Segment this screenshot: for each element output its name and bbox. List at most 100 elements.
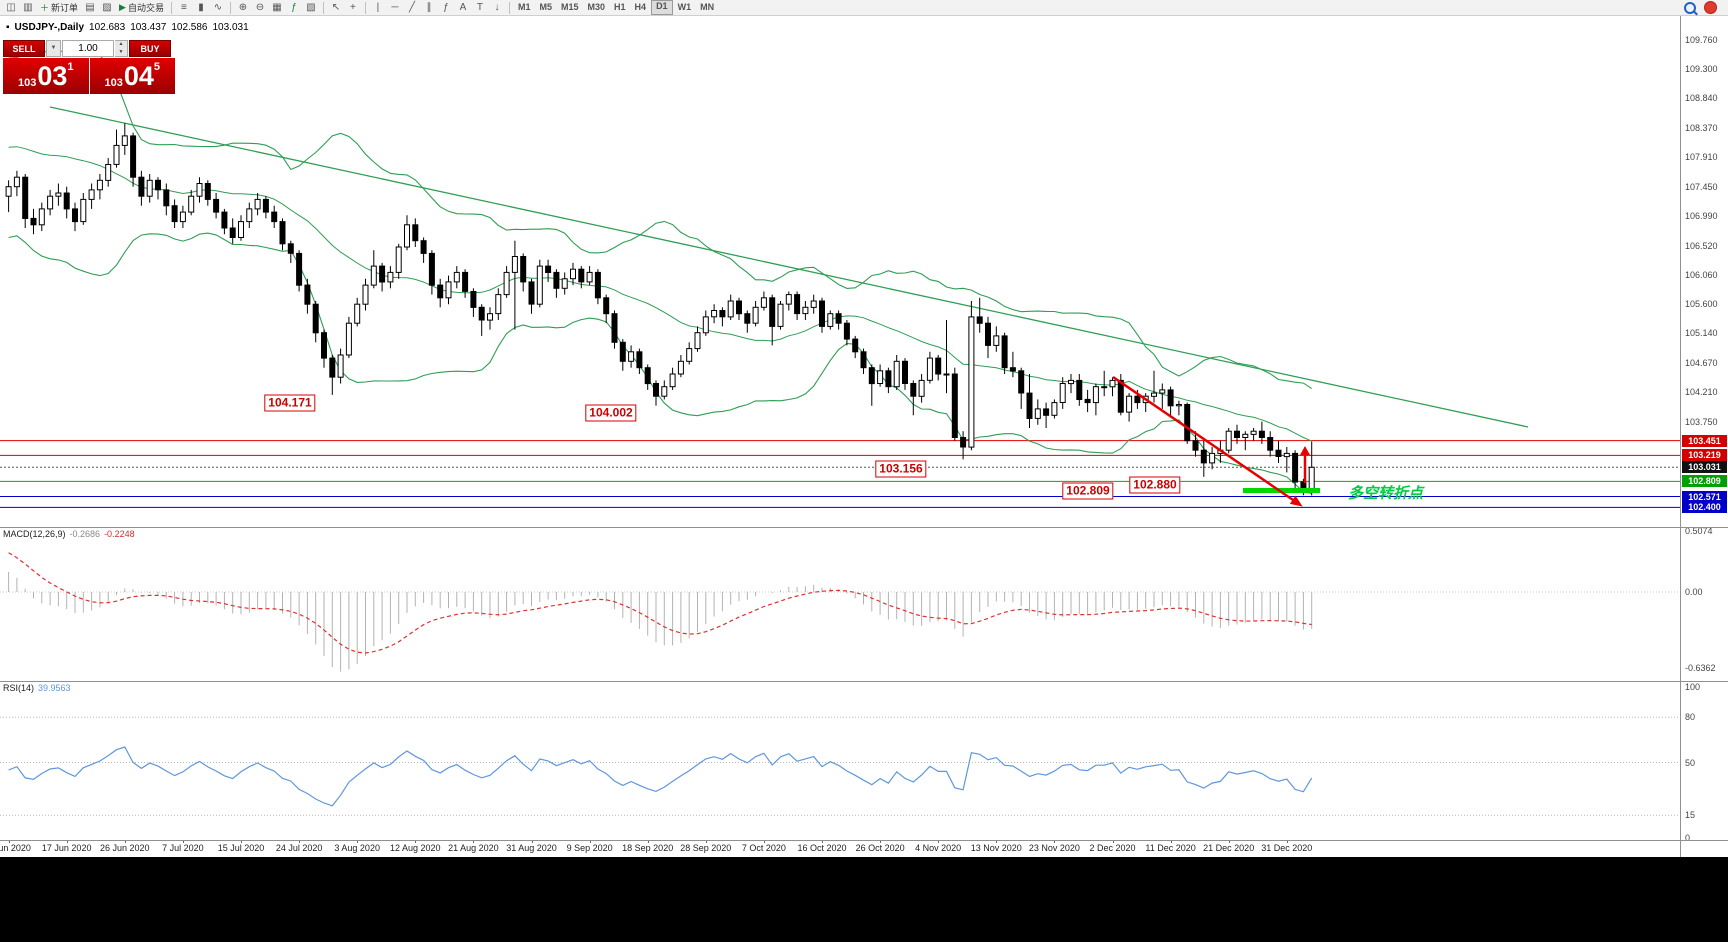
time-tick-mark [415, 840, 417, 843]
fibonacci-icon[interactable]: ƒ [443, 1, 449, 13]
volume-up-icon[interactable]: ▲ [118, 41, 124, 47]
toolbar-right-group [1684, 1, 1717, 14]
buy-button[interactable]: BUY [129, 40, 171, 57]
volume-down-icon[interactable]: ▼ [118, 48, 124, 55]
line-chart-icon[interactable]: ∿ [213, 1, 223, 13]
macd-panel[interactable]: MACD(12,26,9) -0.2686 -0.2248 [0, 527, 1680, 681]
time-tick-label: 15 Jul 2020 [217, 843, 265, 853]
time-tick-mark [1054, 840, 1056, 843]
time-tick-label: 26 Oct 2020 [855, 843, 905, 853]
rsi-value: 39.9563 [38, 683, 71, 693]
toolbar: ◫ ▥ ＋新订单 ▤ ▨ ▶ 自动交易 ≡ ▮ ∿ ⊕ ⊖ ▦ ƒ ▧ ↖ + | ─ ╱ ∥ ƒ A T ↓ M1 M5 M15 M3… [0, 0, 1728, 16]
new-chart-icon[interactable]: ◫ [6, 1, 16, 13]
main-price-chart[interactable]: ▪ USDJPY-,Daily 102.683 103.437 102.586 103.0… [0, 16, 1680, 527]
rsi-axis-label: 0 [1685, 833, 1691, 843]
time-tick-label: 12 Aug 2020 [390, 843, 441, 853]
timeframe-m30[interactable]: M30 [587, 2, 606, 12]
time-tick-mark [763, 840, 765, 843]
main-chart-svg[interactable] [0, 16, 1680, 527]
timeframe-h1[interactable]: H1 [614, 2, 626, 12]
price-badge: 102.809 [1682, 475, 1727, 488]
time-tick-label: 7 Oct 2020 [741, 843, 786, 853]
time-tick-mark [880, 840, 882, 843]
price-callout[interactable]: 104.002 [585, 404, 637, 422]
panel-divider[interactable] [0, 681, 1728, 682]
timeframe-m5[interactable]: M5 [539, 2, 552, 12]
price-callout[interactable]: 102.809 [1062, 482, 1114, 500]
macd-signal-line [8, 552, 1312, 654]
timeframe-m1[interactable]: M1 [517, 2, 531, 12]
cursor-icon[interactable]: ↖ [331, 1, 341, 13]
macd-main-value: -0.2686 [69, 529, 101, 539]
timeframe-mn[interactable]: MN [700, 2, 715, 12]
time-tick-mark [1228, 840, 1230, 843]
volume-dropdown[interactable]: ▼ [46, 40, 61, 57]
price-callout[interactable]: 102.880 [1129, 476, 1181, 494]
vertical-line-icon[interactable]: | [376, 1, 380, 13]
price-callout[interactable]: 104.171 [264, 394, 316, 412]
red-downtrend-line[interactable] [1112, 375, 1297, 504]
rsi-line [8, 746, 1313, 807]
rsi-axis-label: 100 [1685, 682, 1701, 692]
macd-axis-label: -0.6362 [1685, 663, 1716, 674]
time-tick-mark [996, 840, 998, 843]
price-tick-label: 104.670 [1685, 358, 1718, 369]
autotrading-button[interactable]: ▶ 自动交易 [116, 1, 167, 15]
price-tick-label: 105.140 [1685, 328, 1718, 339]
time-tick-label: 31 Aug 2020 [506, 843, 557, 853]
time-tick-mark [299, 840, 301, 843]
toolbar-separator [508, 1, 510, 14]
templates-icon[interactable]: ▧ [306, 1, 316, 13]
alerts-icon[interactable] [1704, 1, 1717, 14]
arrows-icon[interactable]: ↓ [494, 1, 500, 13]
profiles-icon[interactable]: ▥ [23, 1, 33, 13]
macd-histogram [8, 572, 1313, 672]
text-icon[interactable]: A [459, 1, 467, 13]
candles-chart-icon[interactable]: ▮ [198, 1, 204, 13]
volume-input[interactable] [62, 40, 114, 57]
red-arrowhead-icon [1289, 495, 1303, 507]
market-watch-icon[interactable]: ▤ [85, 1, 95, 13]
autotrading-button-label: 自动交易 [127, 3, 164, 13]
price-tick-label: 107.910 [1685, 152, 1718, 163]
sell-button[interactable]: SELL [3, 40, 45, 57]
bars-chart-icon[interactable]: ≡ [181, 1, 187, 13]
timeframe-h4[interactable]: H4 [634, 2, 647, 12]
volume-stepper[interactable]: ▲ ▼ [115, 40, 128, 57]
time-tick-mark [473, 840, 475, 843]
tile-windows-icon[interactable]: ▦ [272, 1, 282, 13]
data-window-icon[interactable]: ▨ [102, 1, 112, 13]
trendline-icon[interactable]: ╱ [408, 1, 415, 13]
price-badge: 103.219 [1682, 449, 1727, 462]
timeframe-w1[interactable]: W1 [677, 2, 692, 12]
reversal-note[interactable]: 多空转折点 [1348, 485, 1424, 502]
one-click-trading-panel: SELL ▼ ▲ ▼ BUY 103 03 1 103 04 5 [3, 40, 175, 94]
time-tick-label: 21 Aug 2020 [448, 843, 499, 853]
green-support-bar[interactable] [1243, 488, 1320, 493]
timeframe-d1[interactable]: D1 [651, 0, 673, 15]
search-icon[interactable] [1684, 1, 1696, 14]
zoom-out-icon[interactable]: ⊖ [255, 1, 265, 13]
time-tick-label: 24 Jul 2020 [275, 843, 323, 853]
indicators-icon[interactable]: ƒ [291, 1, 297, 13]
descending-trendline[interactable] [49, 106, 1529, 428]
time-tick-label: 28 Sep 2020 [680, 843, 732, 853]
toolbar-separator [322, 1, 324, 14]
channel-icon[interactable]: ∥ [426, 1, 432, 13]
sell-price-display[interactable]: 103 03 1 [3, 58, 89, 94]
buy-price-display[interactable]: 103 04 5 [89, 58, 175, 94]
time-tick-label: 23 Nov 2020 [1028, 843, 1080, 853]
price-callout[interactable]: 103.156 [875, 460, 927, 478]
horizontal-line-icon[interactable]: ─ [391, 1, 399, 13]
rsi-panel[interactable]: RSI(14) 39.9563 [0, 681, 1680, 840]
new-order-button[interactable]: ＋新订单 [37, 1, 81, 15]
panel-divider[interactable] [0, 527, 1728, 528]
red-up-arrow[interactable] [1300, 446, 1310, 483]
crosshair-icon[interactable]: + [350, 1, 356, 13]
price-axis[interactable]: 109.760 109.300 108.840 108.370 107.910 107.4… [1680, 16, 1728, 857]
zoom-in-icon[interactable]: ⊕ [238, 1, 248, 13]
time-tick-mark [1112, 840, 1114, 843]
label-icon[interactable]: T [476, 1, 484, 13]
time-axis[interactable]: 8 Jun 2020 17 Jun 2020 26 Jun 2020 7 Jul 20… [0, 840, 1680, 857]
timeframe-m15[interactable]: M15 [561, 2, 579, 12]
